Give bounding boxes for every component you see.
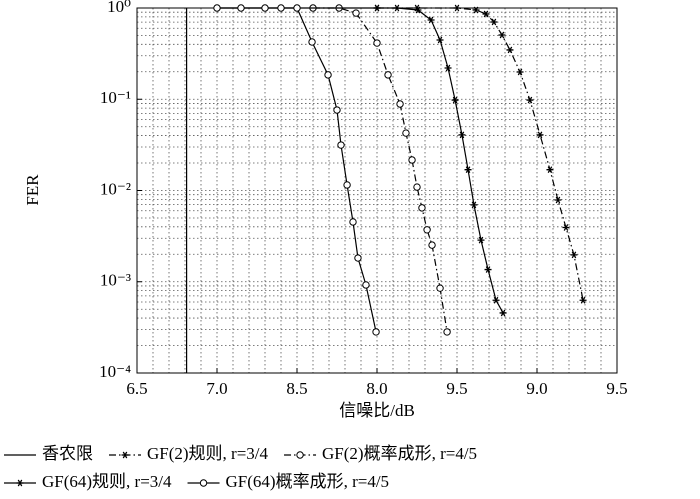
marker <box>333 106 341 114</box>
marker <box>293 4 301 12</box>
marker <box>477 236 485 244</box>
marker <box>423 226 431 234</box>
marker <box>436 284 444 292</box>
marker <box>492 296 500 304</box>
marker <box>277 4 285 12</box>
marker <box>372 328 380 336</box>
marker <box>498 31 506 39</box>
x-tick-label: 9.5 <box>446 379 467 398</box>
marker <box>413 183 421 191</box>
marker <box>464 166 472 174</box>
marker <box>308 38 316 46</box>
x-axis-label: 信噪比/dB <box>339 401 415 420</box>
marker <box>506 46 514 54</box>
y-tick-label: 10⁻³ <box>100 271 131 290</box>
y-tick-label: 10⁰ <box>107 0 131 16</box>
marker <box>470 201 478 209</box>
x-tick-label: 8.0 <box>366 379 387 398</box>
marker <box>393 4 401 12</box>
marker <box>444 64 452 72</box>
marker <box>396 100 404 108</box>
legend-marker <box>121 451 129 459</box>
marker <box>237 4 245 12</box>
x-tick-label: 7.0 <box>206 379 227 398</box>
legend-marker <box>16 479 24 487</box>
marker <box>362 281 370 289</box>
series-line <box>217 7 504 314</box>
marker <box>384 71 392 79</box>
marker <box>427 16 435 24</box>
marker <box>408 156 416 164</box>
marker <box>484 266 492 273</box>
marker <box>554 196 562 204</box>
series-line <box>313 7 448 333</box>
marker <box>443 328 451 336</box>
legend-marker <box>296 451 304 459</box>
marker <box>349 218 357 226</box>
marker <box>337 141 345 149</box>
x-tick-label: 6.5 <box>126 379 147 398</box>
marker <box>516 68 524 76</box>
marker <box>354 254 362 262</box>
marker <box>213 4 221 12</box>
marker <box>453 4 461 12</box>
legend-label: GF(64)概率成形, r=4/5 <box>226 472 390 491</box>
marker <box>458 131 466 139</box>
y-tick-label: 10⁻¹ <box>100 88 131 107</box>
legend-label: GF(2)概率成形, r=4/5 <box>322 444 477 463</box>
marker <box>562 224 570 231</box>
series-line <box>217 7 377 333</box>
y-axis-label: FER <box>23 174 42 206</box>
legend-label: 香农限 <box>42 444 93 463</box>
marker <box>490 18 498 26</box>
series-line <box>377 7 584 301</box>
marker <box>414 6 422 14</box>
marker <box>261 4 269 12</box>
marker <box>472 6 480 14</box>
marker <box>536 131 544 139</box>
x-tick-label: 9.0 <box>526 379 547 398</box>
marker <box>570 251 578 259</box>
marker <box>402 129 410 137</box>
marker <box>451 96 459 104</box>
marker <box>373 4 381 12</box>
legend-label: GF(64)规则, r=3/4 <box>42 472 172 491</box>
marker <box>436 36 444 44</box>
marker <box>526 96 534 104</box>
marker <box>499 309 507 317</box>
marker <box>579 296 587 304</box>
x-tick-label: 8.5 <box>286 379 307 398</box>
legend-marker <box>199 479 208 487</box>
marker <box>352 9 360 17</box>
marker <box>482 10 490 18</box>
marker <box>418 204 426 212</box>
x-tick-label: 9.5 <box>606 379 627 398</box>
y-tick-label: 10⁻² <box>100 179 131 198</box>
marker <box>324 71 332 79</box>
legend-label: GF(2)规则, r=3/4 <box>147 444 269 463</box>
marker <box>428 241 436 249</box>
marker <box>546 166 554 174</box>
marker <box>343 181 351 189</box>
y-tick-label: 10⁻⁴ <box>99 362 131 381</box>
marker <box>373 39 381 47</box>
